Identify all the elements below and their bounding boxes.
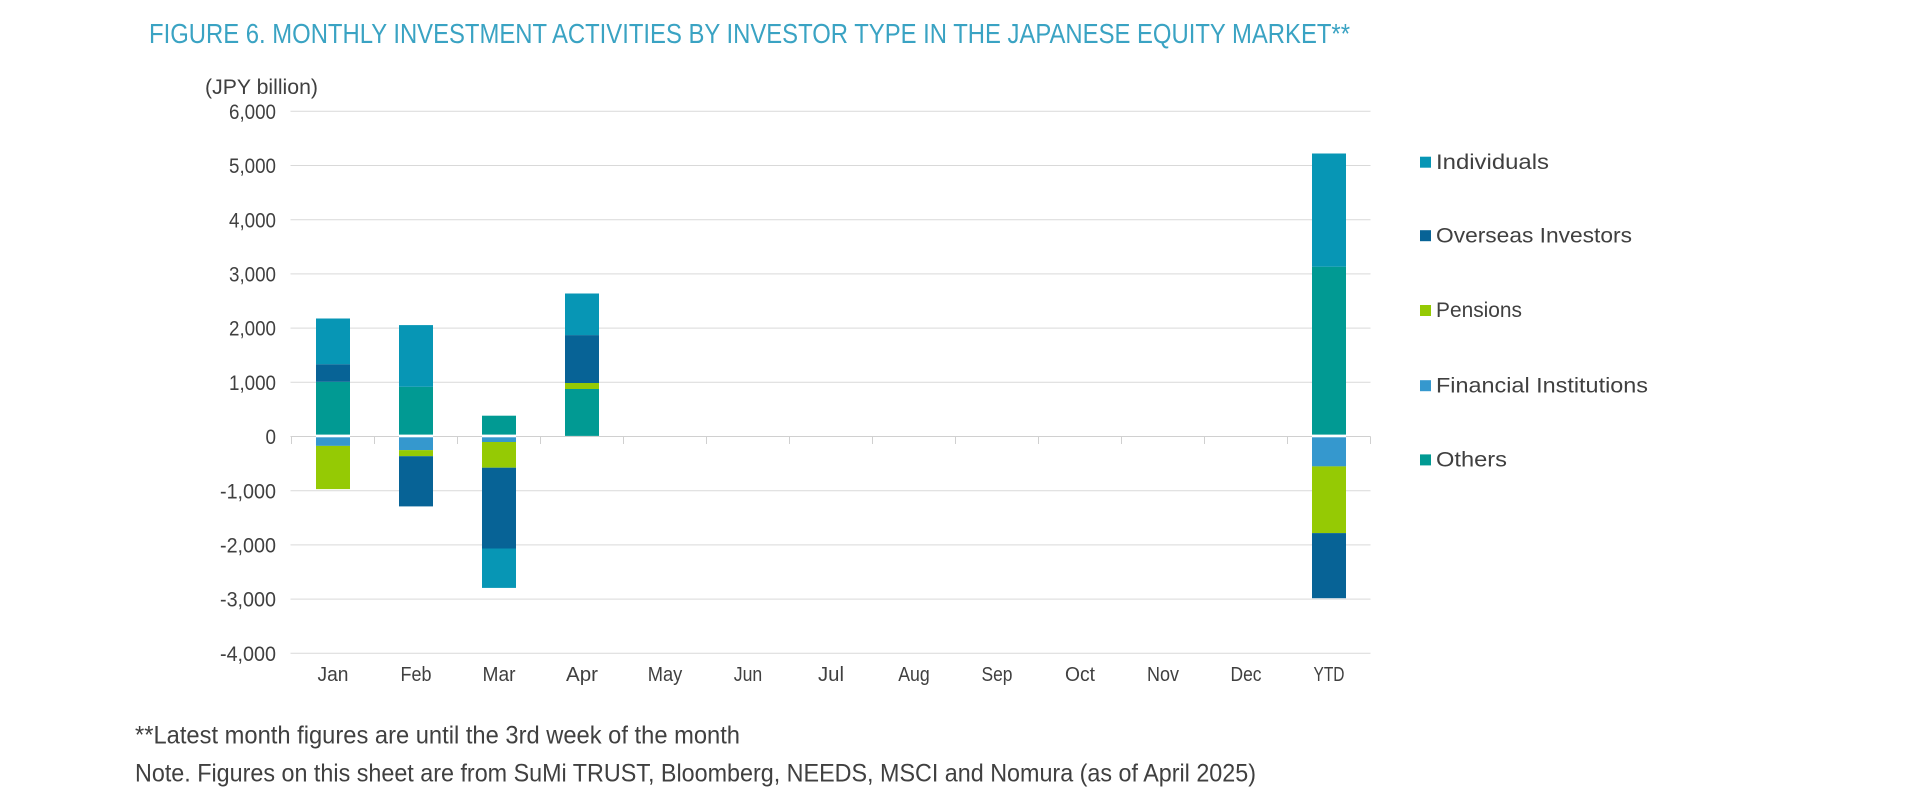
svg-text:4,000: 4,000 [229, 209, 276, 232]
svg-text:Sep: Sep [982, 663, 1013, 686]
svg-text:Jan: Jan [318, 663, 349, 686]
svg-text:Aug: Aug [898, 663, 930, 686]
svg-text:Apr: Apr [566, 663, 598, 686]
svg-text:FIGURE 6. MONTHLY INVESTMENT A: FIGURE 6. MONTHLY INVESTMENT ACTIVITIES … [149, 18, 1350, 49]
svg-text:-3,000: -3,000 [220, 589, 276, 612]
svg-text:Oct: Oct [1065, 663, 1095, 686]
svg-text:Jul: Jul [818, 663, 844, 686]
svg-text:Individuals: Individuals [1436, 150, 1549, 174]
svg-text:Others: Others [1436, 448, 1507, 472]
svg-text:-4,000: -4,000 [220, 643, 276, 666]
svg-text:Pensions: Pensions [1436, 298, 1522, 322]
svg-text:YTD: YTD [1314, 663, 1345, 686]
svg-text:6,000: 6,000 [229, 101, 276, 124]
svg-text:Overseas Investors: Overseas Investors [1436, 223, 1632, 247]
svg-text:May: May [648, 663, 683, 686]
svg-text:Feb: Feb [401, 663, 432, 686]
svg-text:2,000: 2,000 [229, 318, 276, 341]
svg-text:Note. Figures on this sheet ar: Note. Figures on this sheet are from SuM… [135, 760, 1256, 788]
svg-text:Nov: Nov [1147, 663, 1180, 686]
svg-text:Mar: Mar [483, 663, 516, 686]
svg-text:-1,000: -1,000 [220, 480, 276, 503]
svg-text:5,000: 5,000 [229, 155, 276, 178]
svg-text:**Latest month figures are unt: **Latest month figures are until the 3rd… [135, 722, 740, 750]
svg-text:0: 0 [266, 426, 277, 449]
svg-text:-2,000: -2,000 [220, 535, 276, 558]
svg-text:Financial Institutions: Financial Institutions [1436, 373, 1648, 397]
svg-text:(JPY billion): (JPY billion) [205, 75, 318, 99]
svg-text:Jun: Jun [734, 663, 763, 686]
svg-text:1,000: 1,000 [229, 372, 276, 395]
svg-text:3,000: 3,000 [229, 264, 276, 287]
svg-text:Dec: Dec [1231, 663, 1262, 686]
